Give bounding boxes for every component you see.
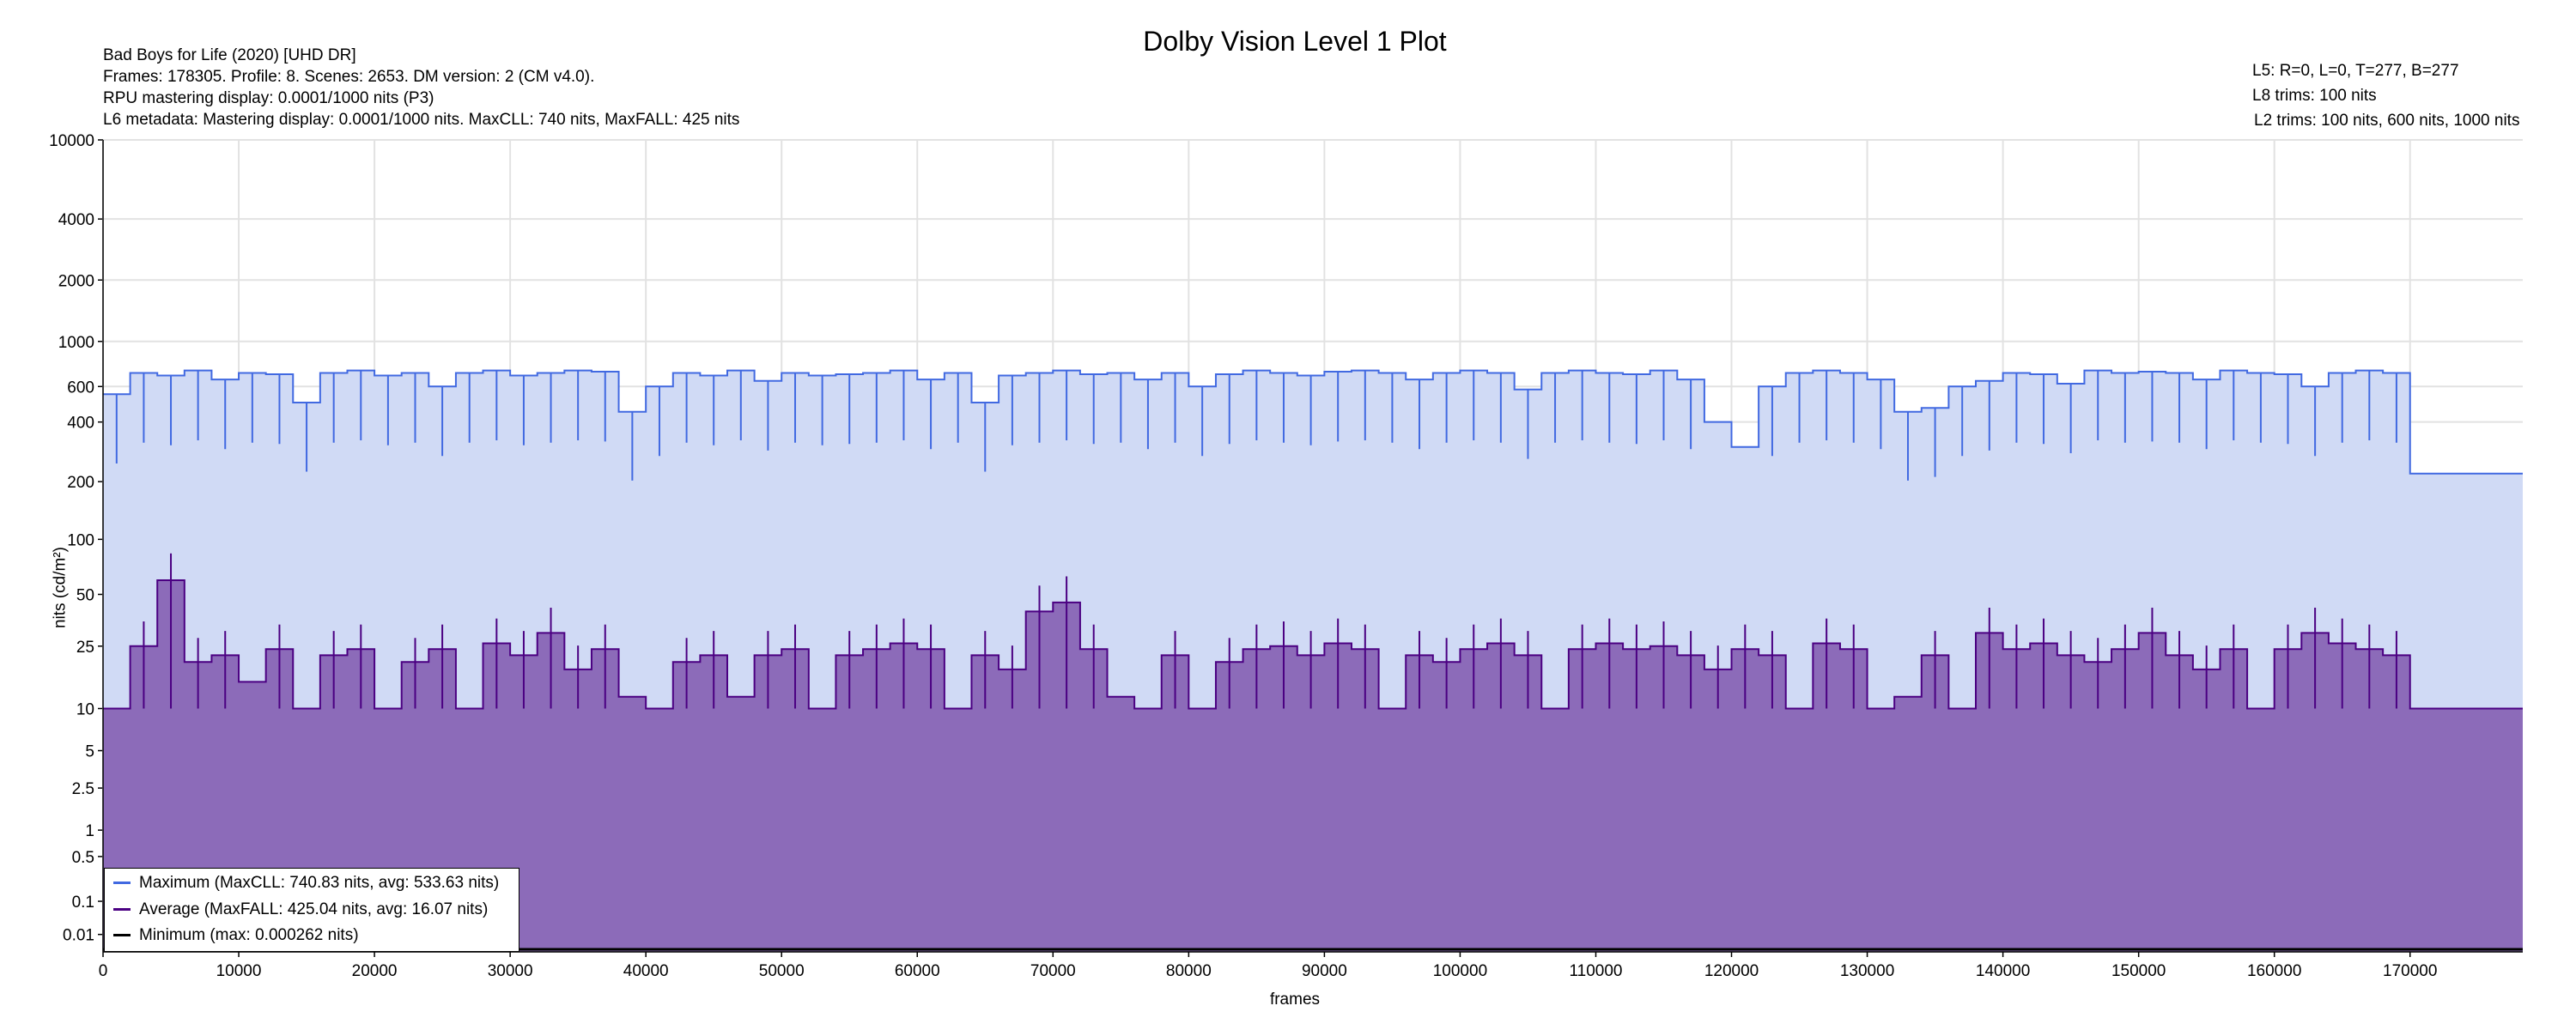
y-tick-label: 0.5 xyxy=(72,849,94,867)
x-tick-label: 70000 xyxy=(1030,962,1076,980)
x-tick-label: 30000 xyxy=(488,962,533,980)
y-tick-label: 0.01 xyxy=(63,927,94,945)
y-tick-label: 10000 xyxy=(49,132,94,150)
x-tick-label: 20000 xyxy=(352,962,398,980)
y-tick-label: 0.1 xyxy=(72,894,94,912)
y-tick-label: 600 xyxy=(67,379,94,397)
x-tick-label: 80000 xyxy=(1166,962,1212,980)
header-l2-info: L2 trims: 100 nits, 600 nits, 1000 nits xyxy=(2254,112,2520,130)
x-tick-label: 90000 xyxy=(1302,962,1347,980)
y-tick-label: 200 xyxy=(67,474,94,492)
legend: Maximum (MaxCLL: 740.83 nits, avg: 533.6… xyxy=(104,868,519,952)
x-tick-label: 0 xyxy=(99,962,108,980)
y-tick-label: 50 xyxy=(76,586,94,604)
legend-item-maximum: Maximum (MaxCLL: 740.83 nits, avg: 533.6… xyxy=(113,874,499,893)
x-tick-label: 100000 xyxy=(1433,962,1487,980)
header-l6-info: L6 metadata: Mastering display: 0.0001/1… xyxy=(103,111,740,129)
y-tick-label: 1000 xyxy=(58,334,94,352)
y-axis-label: nits (cd/m²) xyxy=(51,547,70,628)
average-series-fill xyxy=(103,579,2523,952)
legend-label: Maximum (MaxCLL: 740.83 nits, avg: 533.6… xyxy=(139,874,500,892)
y-tick-label: 1 xyxy=(85,822,94,840)
legend-label: Minimum (max: 0.000262 nits) xyxy=(139,926,359,944)
x-tick-label: 130000 xyxy=(1840,962,1894,980)
legend-label: Average (MaxFALL: 425.04 nits, avg: 16.0… xyxy=(139,900,489,918)
legend-swatch-icon xyxy=(113,934,131,937)
y-tick-label: 400 xyxy=(67,415,94,433)
y-tick-label: 4000 xyxy=(58,211,94,229)
y-tick-label: 10 xyxy=(76,700,94,718)
x-tick-label: 10000 xyxy=(216,962,262,980)
header-rpu-info: RPU mastering display: 0.0001/1000 nits … xyxy=(103,89,434,107)
legend-swatch-icon xyxy=(113,882,131,885)
x-tick-label: 40000 xyxy=(623,962,669,980)
maximum-series-line xyxy=(103,369,2523,475)
x-tick-label: 150000 xyxy=(2111,962,2166,980)
legend-swatch-icon xyxy=(113,908,131,912)
legend-item-minimum: Minimum (max: 0.000262 nits) xyxy=(113,926,359,945)
x-tick-label: 50000 xyxy=(759,962,805,980)
x-tick-label: 110000 xyxy=(1569,962,1622,980)
y-tick-label: 2000 xyxy=(58,272,94,290)
y-tick-label: 2.5 xyxy=(72,780,94,798)
x-axis-label: frames xyxy=(1269,991,1321,1009)
y-tick-label: 100 xyxy=(67,531,94,549)
x-tick-label: 60000 xyxy=(895,962,940,980)
header-frames-info: Frames: 178305. Profile: 8. Scenes: 2653… xyxy=(103,68,595,86)
legend-item-average: Average (MaxFALL: 425.04 nits, avg: 16.0… xyxy=(113,900,488,919)
header-title: Bad Boys for Life (2020) [UHD DR] xyxy=(103,46,356,64)
x-tick-label: 140000 xyxy=(1976,962,2030,980)
y-tick-label: 25 xyxy=(76,639,94,657)
header-l8-info: L8 trims: 100 nits xyxy=(2252,87,2377,105)
chart-title: Dolby Vision Level 1 Plot xyxy=(1143,26,1447,57)
x-tick-label: 160000 xyxy=(2247,962,2301,980)
x-tick-label: 120000 xyxy=(1704,962,1759,980)
header-l5-info: L5: R=0, L=0, T=277, B=277 xyxy=(2252,62,2459,80)
x-tick-label: 170000 xyxy=(2383,962,2437,980)
average-series-line xyxy=(103,579,2523,710)
y-tick-label: 5 xyxy=(85,743,94,761)
